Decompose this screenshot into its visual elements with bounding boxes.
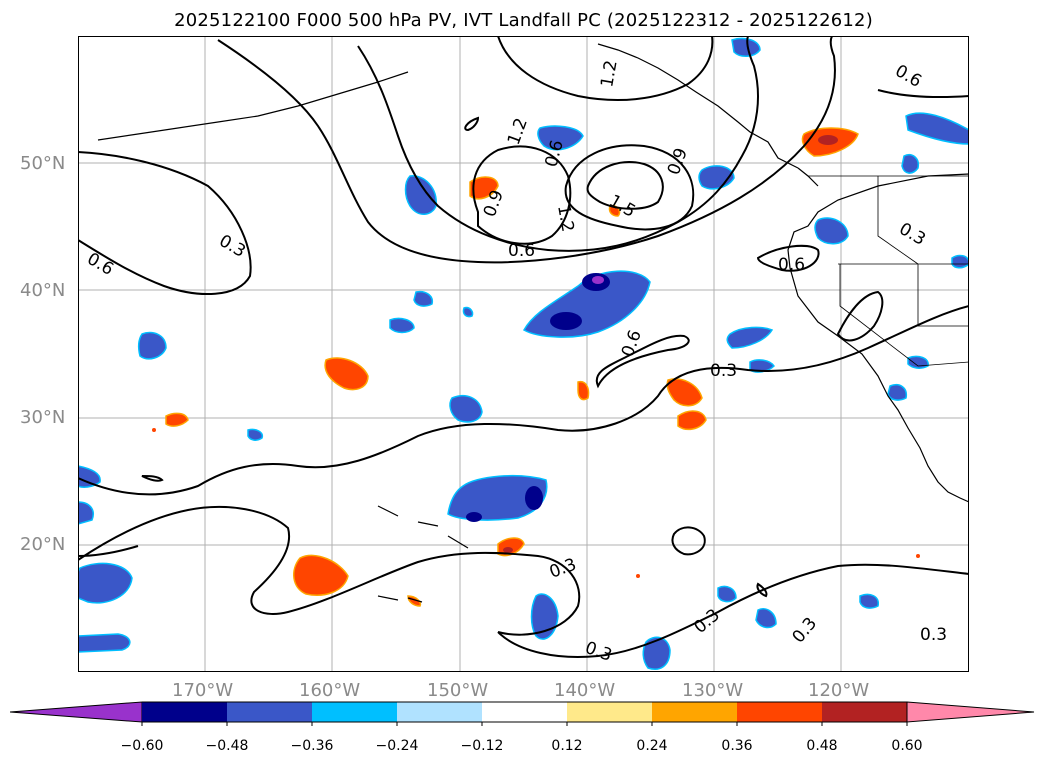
- colorbar-tick-label: −0.12: [460, 738, 504, 754]
- contour-label: 0.3: [710, 361, 737, 381]
- colorbar-tick-label: −0.60: [120, 738, 164, 754]
- colorbar-tick-label: 0.24: [636, 738, 668, 754]
- colorbar-bin: [822, 702, 907, 722]
- contour-label: 1.2: [597, 59, 621, 89]
- lat-label-40n: 40°N: [20, 280, 66, 301]
- colorbar-bin: [397, 702, 482, 722]
- colorbar-tick-label: −0.24: [375, 738, 419, 754]
- lon-label-130w: 130°W: [682, 680, 744, 701]
- map-title: 2025122100 F000 500 hPa PV, IVT Landfall…: [174, 10, 873, 31]
- colorbar-bin: [567, 702, 652, 722]
- lon-label-160w: 160°W: [299, 680, 361, 701]
- colorbar-bin: [482, 702, 567, 722]
- pv-contours: [78, 36, 969, 658]
- political-borders: [808, 175, 969, 367]
- coastline: [97, 43, 969, 603]
- colorbar: [10, 701, 1035, 726]
- colorbar-tick-label: 0.36: [721, 738, 753, 754]
- colorbar-bin: [312, 702, 397, 722]
- contour-label: 1.2: [553, 203, 577, 233]
- lon-label-170w: 170°W: [172, 680, 234, 701]
- map-frame: [78, 36, 969, 672]
- colorbar-tick-label: −0.48: [205, 738, 249, 754]
- contour-label: 0.6: [508, 241, 535, 261]
- lat-label-20n: 20°N: [20, 534, 66, 555]
- contour-label: 0.3: [920, 625, 947, 645]
- colorbar-bin: [652, 702, 737, 722]
- colorbar-tick-label: 0.60: [891, 738, 923, 754]
- colorbar-bin: [737, 702, 822, 722]
- negative-pv-anomalies: [78, 37, 969, 670]
- colorbar-bin: [906, 701, 1035, 723]
- colorbar-bin: [10, 701, 143, 723]
- lat-label-50n: 50°N: [20, 153, 66, 174]
- colorbar-bin: [142, 702, 227, 722]
- colorbar-tick-label: 0.48: [806, 738, 838, 754]
- colorbar-bin: [227, 702, 312, 722]
- colorbar-tick-label: −0.36: [290, 738, 334, 754]
- contour-label: 0.6: [778, 255, 805, 275]
- lat-label-30n: 30°N: [20, 407, 66, 428]
- lon-label-120w: 120°W: [808, 680, 870, 701]
- map-panel: 1.2 0.6 0.9 1.2 1.5 0.9 0.6 0.3 0.6 1.2 …: [78, 36, 969, 672]
- lon-label-150w: 150°W: [427, 680, 489, 701]
- lon-label-140w: 140°W: [554, 680, 616, 701]
- colorbar-tick-label: 0.12: [551, 738, 583, 754]
- positive-pv-anomalies: [152, 127, 920, 607]
